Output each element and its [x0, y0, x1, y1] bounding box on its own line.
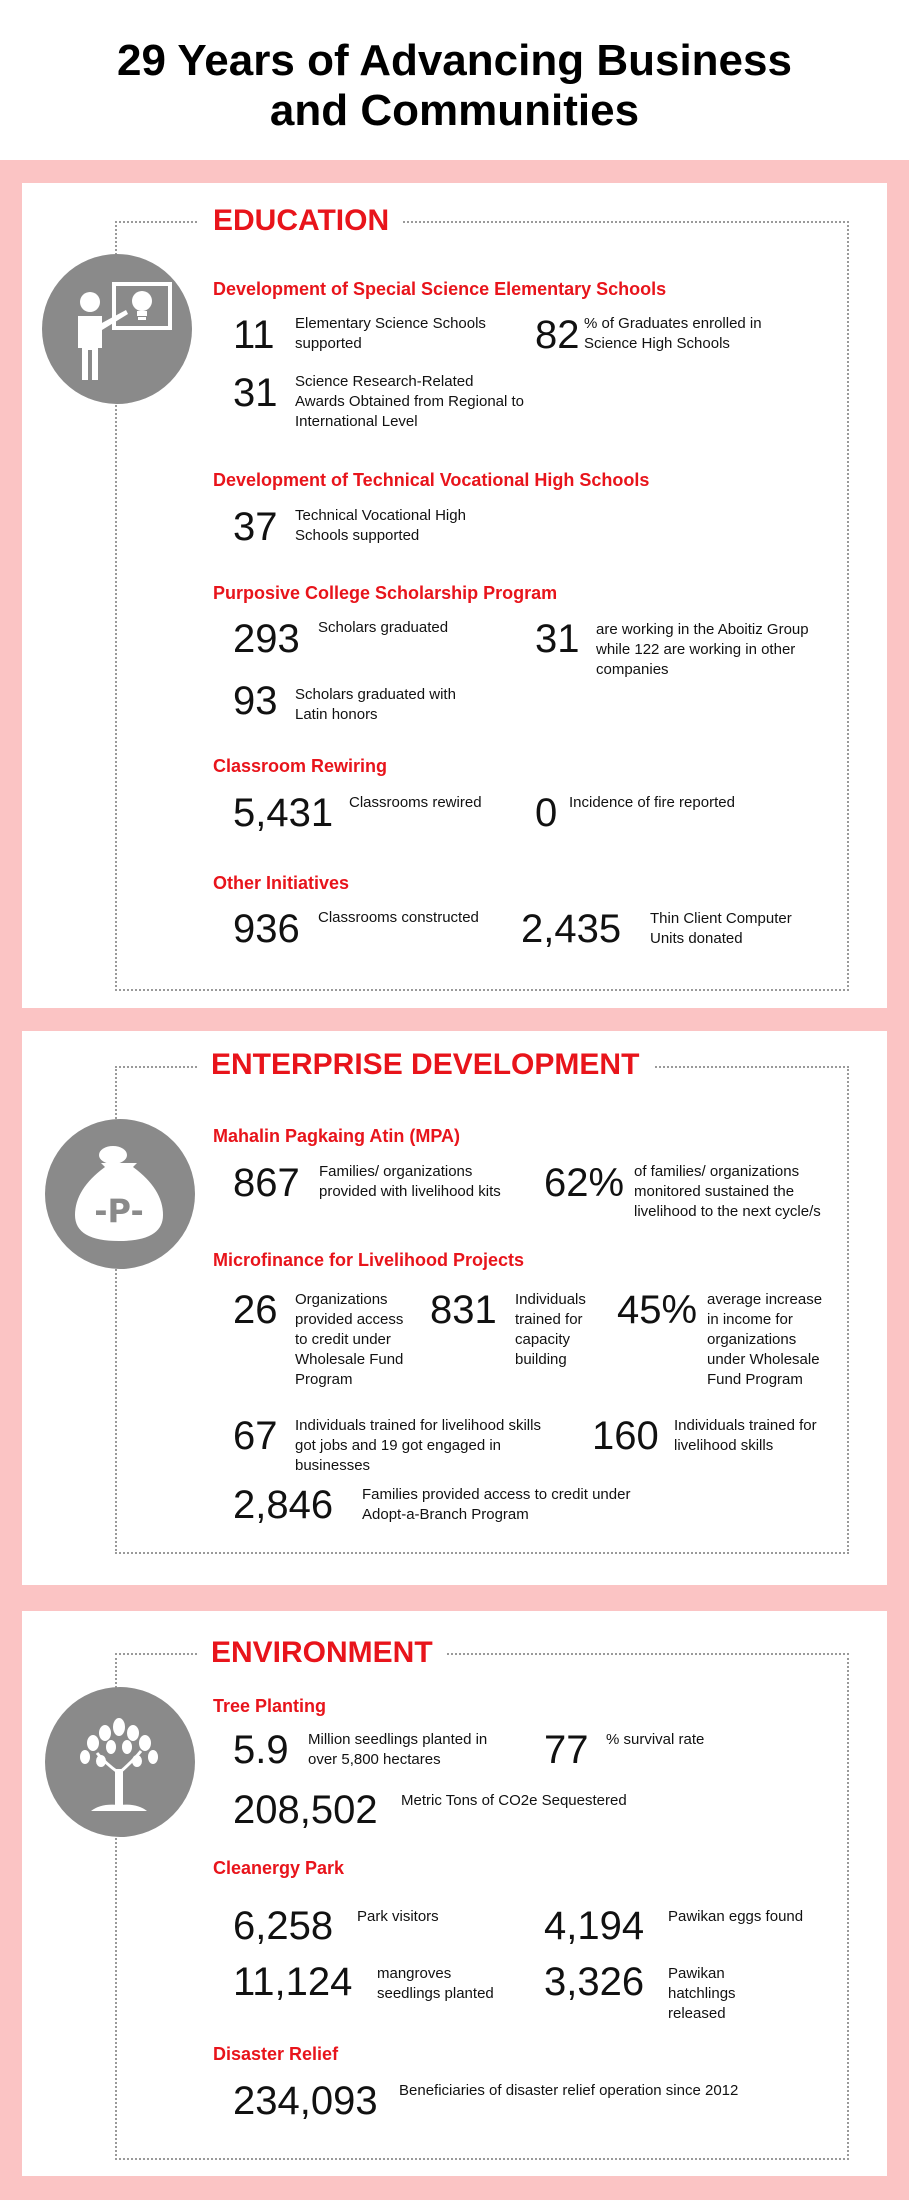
page-title: 29 Years of Advancing Business and Commu… [0, 36, 909, 136]
stat-value: 67 [233, 1414, 278, 1458]
stat-label: Families provided access to credit under… [362, 1486, 631, 1523]
stat-label: Incidence of fire reported [569, 794, 735, 811]
stat-label: % survival rate [606, 1731, 705, 1748]
stat-label: Pawikan eggs found [668, 1908, 804, 1925]
scholarship-heading: Purposive College Scholarship Program [213, 583, 558, 603]
stat-label: Million seedlings planted in over 5,800 … [308, 1731, 488, 1768]
stat-label: Scholars graduated [318, 619, 449, 636]
page-title-line2: and Communities [269, 86, 640, 135]
stat-label: Thin Client Computer Units donated [650, 910, 792, 947]
microfinance-heading: Microfinance for Livelihood Projects [213, 1250, 525, 1270]
stat-label: Families/ organizations provided with li… [319, 1163, 501, 1200]
stat-value: 4,194 [544, 1904, 645, 1948]
stat-value: 6,258 [233, 1904, 334, 1948]
education-frame [115, 221, 849, 991]
stat-value: 45% [617, 1288, 698, 1332]
stat-value: 26 [233, 1288, 278, 1332]
rewiring-heading: Classroom Rewiring [213, 756, 388, 776]
stat-value: 831 [430, 1288, 497, 1332]
stat-value: 11 [233, 313, 275, 357]
environment-panel: ENVIRONMENT Tree Planting 5.9 Million se… [22, 1611, 887, 2176]
stat-value: 936 [233, 907, 300, 951]
stat-value: 31 [233, 371, 278, 415]
stat-value: 31 [535, 617, 580, 661]
stat-label: Metric Tons of CO2e Sequestered [401, 1792, 627, 1809]
stat-label: Science Research-Related Awards Obtained… [295, 373, 525, 430]
teacher-icon [42, 254, 192, 404]
stat-value: 160 [592, 1414, 659, 1458]
stat-value: 208,502 [233, 1788, 378, 1832]
environment-frame [115, 1653, 849, 2160]
cleanergy-heading: Cleanergy Park [213, 1858, 345, 1878]
stat-label: are working in the Aboitiz Group while 1… [596, 621, 809, 678]
stat-label: Classrooms constructed [318, 909, 479, 926]
stat-value: 62% [544, 1161, 625, 1205]
stat-label: Organizations provided access to credit … [295, 1291, 404, 1388]
education-panel: EDUCATION Development of Special Science… [22, 183, 887, 1008]
stat-label: Individuals trained for livelihood skill… [295, 1417, 541, 1474]
stat-value: 77 [544, 1728, 589, 1772]
stat-label: of families/ organizations monitored sus… [634, 1163, 821, 1220]
education-title: EDUCATION [199, 203, 404, 239]
stat-value: 82 [535, 313, 580, 357]
stat-value: 2,846 [233, 1483, 334, 1527]
special-science-heading: Development of Special Science Elementar… [213, 279, 667, 299]
stat-value: 5.9 [233, 1728, 289, 1772]
stat-label: Technical Vocational High Schools suppor… [295, 507, 466, 544]
stat-label: Elementary Science Schools supported [295, 315, 486, 352]
stat-label: % of Graduates enrolled in Science High … [584, 315, 762, 352]
stat-label: Scholars graduated with Latin honors [295, 686, 456, 723]
stat-value: 234,093 [233, 2079, 378, 2123]
stat-value: 5,431 [233, 791, 334, 835]
stat-label: Beneficiaries of disaster relief operati… [399, 2082, 739, 2099]
techvoc-heading: Development of Technical Vocational High… [213, 470, 650, 490]
tree-icon [45, 1687, 195, 1837]
stat-value: 11,124 [233, 1960, 353, 2004]
tree-planting-heading: Tree Planting [213, 1696, 327, 1716]
money-bag-icon: -P- [45, 1119, 195, 1269]
stat-value: 3,326 [544, 1960, 645, 2004]
page-title-line1: 29 Years of Advancing Business [117, 36, 792, 85]
svg-text:-P-: -P- [94, 1192, 143, 1230]
stat-value: 37 [233, 505, 278, 549]
other-initiatives-heading: Other Initiatives [213, 873, 350, 893]
stat-label: Park visitors [357, 1908, 439, 1925]
stat-label: average increase in income for organizat… [707, 1291, 823, 1388]
enterprise-title: ENTERPRISE DEVELOPMENT [197, 1047, 654, 1083]
stat-value: 867 [233, 1161, 300, 1205]
stat-label: Pawikan hatchlings released [668, 1965, 736, 2022]
header: 29 Years of Advancing Business and Commu… [0, 0, 909, 160]
stat-label: mangroves seedlings planted [377, 1965, 494, 2002]
stat-label: Individuals trained for livelihood skill… [674, 1417, 817, 1454]
stat-value: 2,435 [521, 907, 622, 951]
stat-value: 293 [233, 617, 300, 661]
stat-value: 0 [535, 791, 558, 835]
environment-title: ENVIRONMENT [197, 1635, 447, 1671]
stat-label: Individuals trained for capacity buildin… [515, 1291, 586, 1368]
mpa-heading: Mahalin Pagkaing Atin (MPA) [213, 1126, 461, 1146]
stat-label: Classrooms rewired [349, 794, 482, 811]
stat-value: 93 [233, 679, 278, 723]
enterprise-panel: ENTERPRISE DEVELOPMENT -P- Mahalin Pagka… [22, 1031, 887, 1585]
disaster-relief-heading: Disaster Relief [213, 2044, 339, 2064]
